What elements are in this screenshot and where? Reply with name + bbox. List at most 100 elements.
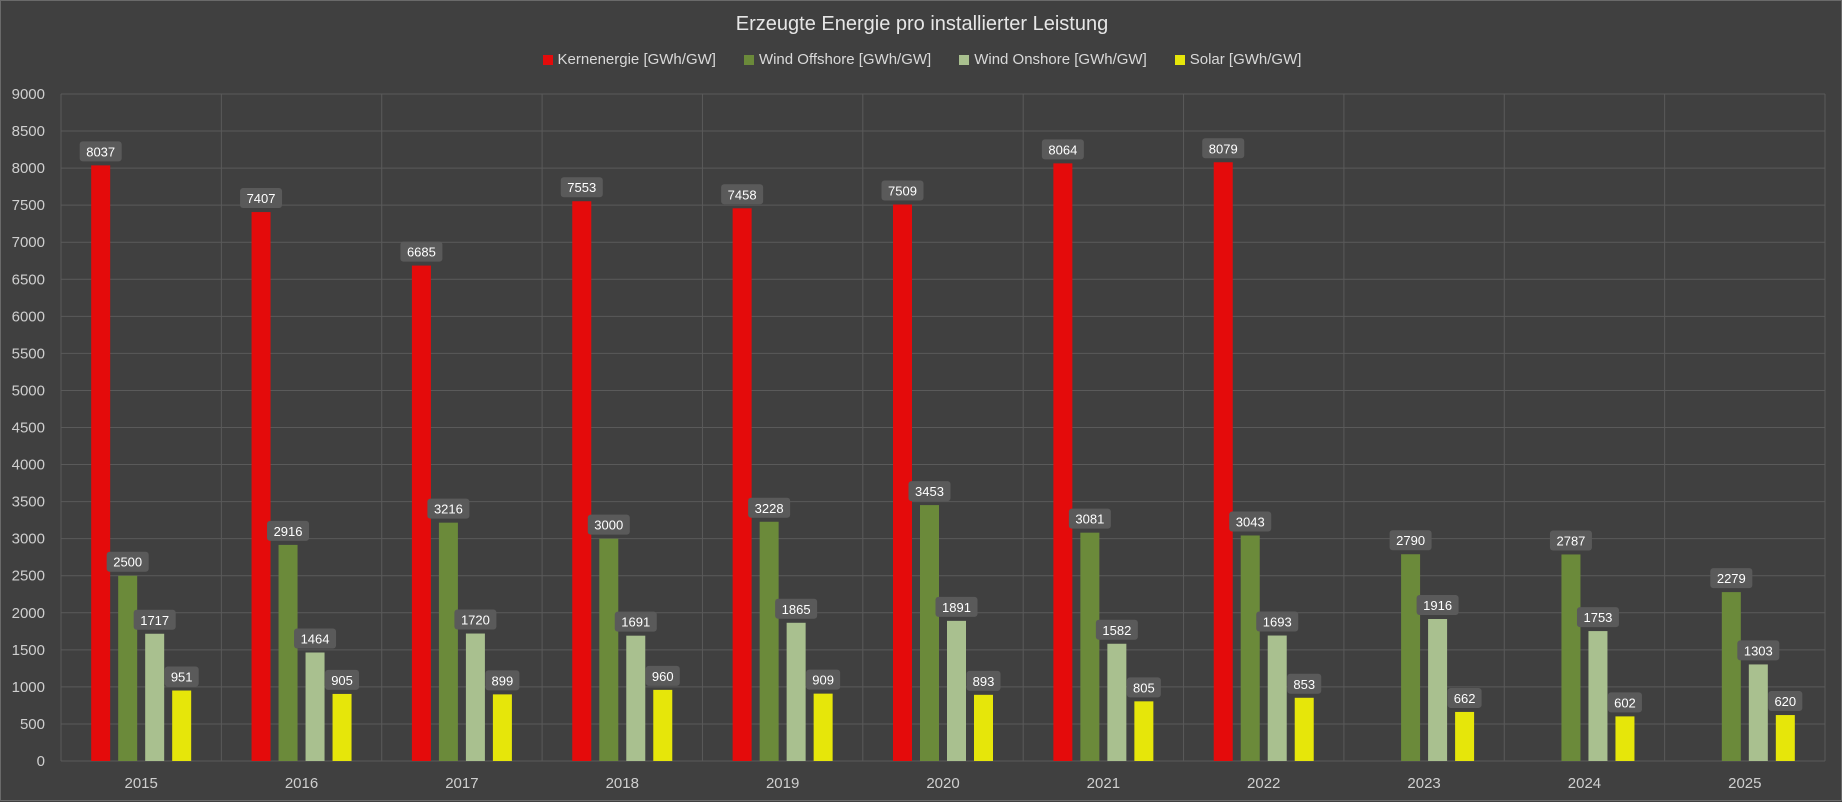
- legend: Kernenergie [GWh/GW] Wind Offshore [GWh/…: [1, 51, 1842, 68]
- data-label: 951: [171, 670, 193, 685]
- x-tick-label: 2018: [606, 775, 639, 792]
- data-label-bg: [1389, 530, 1432, 551]
- data-label: 3453: [915, 484, 944, 499]
- data-label-bg: [1737, 640, 1780, 661]
- bar: [1588, 631, 1608, 761]
- data-label-bg: [267, 520, 310, 541]
- data-label: 2500: [113, 555, 142, 570]
- y-tick-label: 8500: [12, 123, 45, 140]
- data-label-bg: [294, 628, 337, 649]
- bar: [1134, 701, 1154, 761]
- data-label-bg: [1041, 139, 1084, 160]
- bar: [1775, 715, 1795, 761]
- y-tick-label: 3000: [12, 531, 45, 548]
- data-label-bg: [240, 188, 283, 209]
- data-label: 7407: [247, 191, 276, 206]
- y-tick-label: 8000: [12, 160, 45, 177]
- bar: [920, 505, 939, 761]
- bar: [332, 693, 352, 761]
- data-label: 602: [1614, 695, 1636, 710]
- bar: [305, 652, 325, 761]
- x-tick-label: 2022: [1247, 775, 1280, 792]
- data-label-bg: [1607, 692, 1642, 713]
- data-label: 6685: [407, 245, 436, 260]
- data-label-bg: [1126, 677, 1161, 698]
- data-label-bg: [587, 514, 630, 535]
- data-label-bg: [1416, 595, 1459, 616]
- bar: [91, 165, 111, 761]
- data-label: 2916: [274, 524, 303, 539]
- data-label-bg: [966, 670, 1001, 691]
- data-label-bg: [1095, 619, 1138, 640]
- data-label: 1691: [621, 615, 650, 630]
- data-label-bg: [1710, 568, 1753, 589]
- bar: [411, 265, 431, 761]
- x-tick-label: 2020: [926, 775, 959, 792]
- y-tick-label: 500: [20, 716, 45, 733]
- bar: [813, 693, 833, 761]
- data-label: 899: [492, 673, 514, 688]
- data-label: 662: [1454, 691, 1476, 706]
- bar: [278, 544, 298, 761]
- bar: [145, 633, 165, 761]
- data-label-bg: [614, 611, 657, 632]
- bar: [1401, 554, 1421, 761]
- x-tick-label: 2019: [766, 775, 799, 792]
- y-tick-label: 4000: [12, 457, 45, 474]
- data-label-bg: [775, 598, 818, 619]
- y-tick-label: 1000: [12, 679, 45, 696]
- bar: [572, 201, 592, 762]
- bar: [653, 689, 673, 761]
- data-label-bg: [106, 551, 149, 572]
- bar: [1615, 716, 1635, 761]
- data-label: 1464: [301, 632, 330, 647]
- legend-swatch: [1174, 54, 1185, 65]
- data-label: 1693: [1263, 615, 1292, 630]
- bar: [1080, 532, 1100, 761]
- data-label-bg: [908, 481, 951, 502]
- data-label-bg: [1256, 611, 1299, 632]
- data-label: 8037: [86, 144, 115, 159]
- legend-item-solar: Solar [GWh/GW]: [1174, 51, 1301, 68]
- data-label: 7458: [728, 187, 757, 202]
- bar: [438, 522, 458, 761]
- data-label-bg: [1549, 530, 1592, 551]
- data-label-bg: [935, 596, 978, 617]
- chart-title: Erzeugte Energie pro installierter Leist…: [735, 13, 1109, 35]
- bar: [1213, 162, 1233, 761]
- y-tick-label: 5500: [12, 345, 45, 362]
- data-label: 3081: [1075, 512, 1104, 527]
- bar: [118, 575, 138, 761]
- x-tick-label: 2023: [1407, 775, 1440, 792]
- data-label: 1891: [942, 600, 971, 615]
- y-tick-label: 1500: [12, 642, 45, 659]
- bar: [1107, 643, 1127, 761]
- data-label-bg: [881, 180, 924, 201]
- bar: [732, 208, 752, 762]
- bar: [1561, 554, 1581, 761]
- bar: [172, 690, 192, 761]
- y-tick-label: 6000: [12, 308, 45, 325]
- data-label: 905: [331, 673, 353, 688]
- y-tick-label: 5000: [12, 382, 45, 399]
- data-label: 1582: [1102, 623, 1131, 638]
- bar: [786, 622, 806, 761]
- data-label-bg: [1768, 691, 1803, 712]
- bar: [1267, 635, 1287, 761]
- data-label-bg: [133, 609, 176, 630]
- x-tick-label: 2025: [1728, 775, 1761, 792]
- y-tick-label: 0: [37, 753, 45, 770]
- legend-swatch: [743, 54, 754, 65]
- x-tick-label: 2015: [124, 775, 157, 792]
- data-label: 853: [1293, 677, 1315, 692]
- data-label-bg: [1576, 607, 1619, 628]
- data-label-bg: [454, 609, 497, 630]
- y-tick-label: 2500: [12, 568, 45, 585]
- legend-label: Wind Offshore [GWh/GW]: [758, 51, 932, 68]
- bar: [599, 538, 619, 761]
- x-tick-label: 2016: [285, 775, 318, 792]
- data-label-bg: [164, 666, 199, 687]
- y-tick-label: 7000: [12, 234, 45, 251]
- x-tick-label: 2021: [1087, 775, 1120, 792]
